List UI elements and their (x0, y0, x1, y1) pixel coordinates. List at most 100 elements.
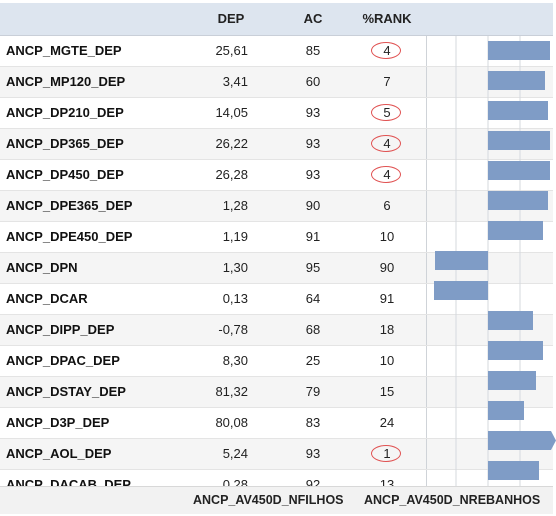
row-name: ANCP_AOL_DEP (6, 446, 112, 461)
row-dep-value: 0,13 (222, 291, 248, 306)
row-rank-value: 5 (383, 105, 391, 120)
row-chart-cell (426, 253, 554, 283)
row-chart-cell (426, 191, 554, 221)
table-row[interactable]: ANCP_DPE365_DEP 1,28 90 6 (0, 191, 553, 222)
rank-highlight-circle (371, 445, 401, 462)
row-dep-value: 25,61 (215, 43, 248, 58)
table-header: DEP AC %RANK (0, 3, 553, 36)
row-ac-value: 90 (305, 198, 321, 213)
row-dep-value: 80,08 (215, 415, 248, 430)
row-chart-cell (426, 129, 554, 159)
percentile-bar (488, 161, 550, 180)
col-header-dep[interactable]: DEP (217, 11, 245, 26)
col-header-ac[interactable]: AC (303, 11, 323, 26)
row-chart-cell (426, 439, 554, 469)
row-ac-value: 68 (305, 322, 321, 337)
col-header-rank[interactable]: %RANK (362, 11, 412, 26)
row-dep-value: 1,30 (222, 260, 248, 275)
footer-label-nrebanhos: ANCP_AV450D_NREBANHOS (364, 493, 541, 507)
row-rank-value: 10 (379, 353, 395, 368)
row-rank-value: 90 (379, 260, 395, 275)
row-chart-cell (426, 377, 554, 407)
row-ac-value: 93 (305, 136, 321, 151)
row-dep-value: 14,05 (215, 105, 248, 120)
rank-highlight-circle (371, 135, 401, 152)
row-chart-cell (426, 160, 554, 190)
percentile-bar (488, 71, 545, 90)
row-ac-value: 60 (305, 74, 321, 89)
row-ac-value: 93 (305, 105, 321, 120)
row-chart-cell (426, 315, 554, 345)
row-ac-value: 64 (305, 291, 321, 306)
row-dep-value: 81,32 (215, 384, 248, 399)
row-dep-value: 8,30 (222, 353, 248, 368)
row-rank-value: 91 (379, 291, 395, 306)
rank-highlight-circle (371, 42, 401, 59)
row-ac-value: 25 (305, 353, 321, 368)
row-rank-value: 15 (379, 384, 395, 399)
percentile-bar (488, 341, 543, 360)
table-row[interactable]: ANCP_DPAC_DEP 8,30 25 10 (0, 346, 553, 377)
table-row[interactable]: ANCP_DCAR 0,13 64 91 (0, 284, 553, 315)
row-rank-value: 4 (383, 136, 391, 151)
table-row[interactable]: ANCP_AOL_DEP 5,24 93 1 (0, 439, 553, 470)
percentile-bar (488, 221, 543, 240)
percentile-bar (488, 431, 551, 450)
row-name: ANCP_DP210_DEP (6, 105, 124, 120)
row-rank-value: 18 (379, 322, 395, 337)
row-name: ANCP_DP365_DEP (6, 136, 124, 151)
row-dep-value: 5,24 (222, 446, 248, 461)
row-name: ANCP_MGTE_DEP (6, 43, 122, 58)
table-row[interactable]: ANCP_DP365_DEP 26,22 93 4 (0, 129, 553, 160)
row-ac-value: 93 (305, 446, 321, 461)
percentile-bar (488, 41, 550, 60)
row-name: ANCP_DPAC_DEP (6, 353, 120, 368)
row-dep-value: -0,78 (218, 322, 248, 337)
percentile-bar (434, 281, 488, 300)
row-rank-value: 6 (383, 198, 391, 213)
row-name: ANCP_MP120_DEP (6, 74, 126, 89)
row-name: ANCP_DPN (6, 260, 78, 275)
percentile-bar (488, 101, 548, 120)
table-row[interactable]: ANCP_DPE450_DEP 1,19 91 10 (0, 222, 553, 253)
row-dep-value: 1,19 (222, 229, 248, 244)
table-row[interactable]: ANCP_DP450_DEP 26,28 93 4 (0, 160, 553, 191)
row-name: ANCP_DP450_DEP (6, 167, 124, 182)
row-chart-cell (426, 67, 554, 97)
row-rank-value: 4 (383, 167, 391, 182)
row-ac-value: 79 (305, 384, 321, 399)
row-name: ANCP_DPE450_DEP (6, 229, 133, 244)
table-row[interactable]: ANCP_DSTAY_DEP 81,32 79 15 (0, 377, 553, 408)
table-row[interactable]: ANCP_MGTE_DEP 25,61 85 4 (0, 36, 553, 67)
percentile-bar (488, 461, 539, 480)
row-name: ANCP_DCAR (6, 291, 88, 306)
row-name: ANCP_DPE365_DEP (6, 198, 133, 213)
row-dep-value: 26,22 (215, 136, 248, 151)
table-row[interactable]: ANCP_DP210_DEP 14,05 93 5 (0, 98, 553, 129)
row-name: ANCP_DIPP_DEP (6, 322, 115, 337)
row-ac-value: 85 (305, 43, 321, 58)
percentile-bar (488, 371, 536, 390)
table-row[interactable]: ANCP_DIPP_DEP -0,78 68 18 (0, 315, 553, 346)
row-rank-value: 10 (379, 229, 395, 244)
percentile-bar (488, 311, 533, 330)
percentile-bar (488, 191, 548, 210)
row-chart-cell (426, 98, 554, 128)
percentile-bar (435, 251, 488, 270)
row-rank-value: 1 (383, 446, 391, 461)
row-dep-value: 26,28 (215, 167, 248, 182)
row-dep-value: 3,41 (222, 74, 248, 89)
percentile-bar-chart (434, 36, 556, 486)
row-ac-value: 93 (305, 167, 321, 182)
row-ac-value: 83 (305, 415, 321, 430)
row-ac-value: 95 (305, 260, 321, 275)
row-name: ANCP_DSTAY_DEP (6, 384, 126, 399)
footer-label-nfilhos: ANCP_AV450D_NFILHOS (193, 493, 344, 507)
row-chart-cell (426, 408, 554, 438)
row-dep-value: 1,28 (222, 198, 248, 213)
bar-overflow-arrow (551, 431, 556, 450)
row-chart-cell (426, 284, 554, 314)
table-row[interactable]: ANCP_MP120_DEP 3,41 60 7 (0, 67, 553, 98)
row-chart-cell (426, 36, 554, 66)
table-row[interactable]: ANCP_D3P_DEP 80,08 83 24 (0, 408, 553, 439)
